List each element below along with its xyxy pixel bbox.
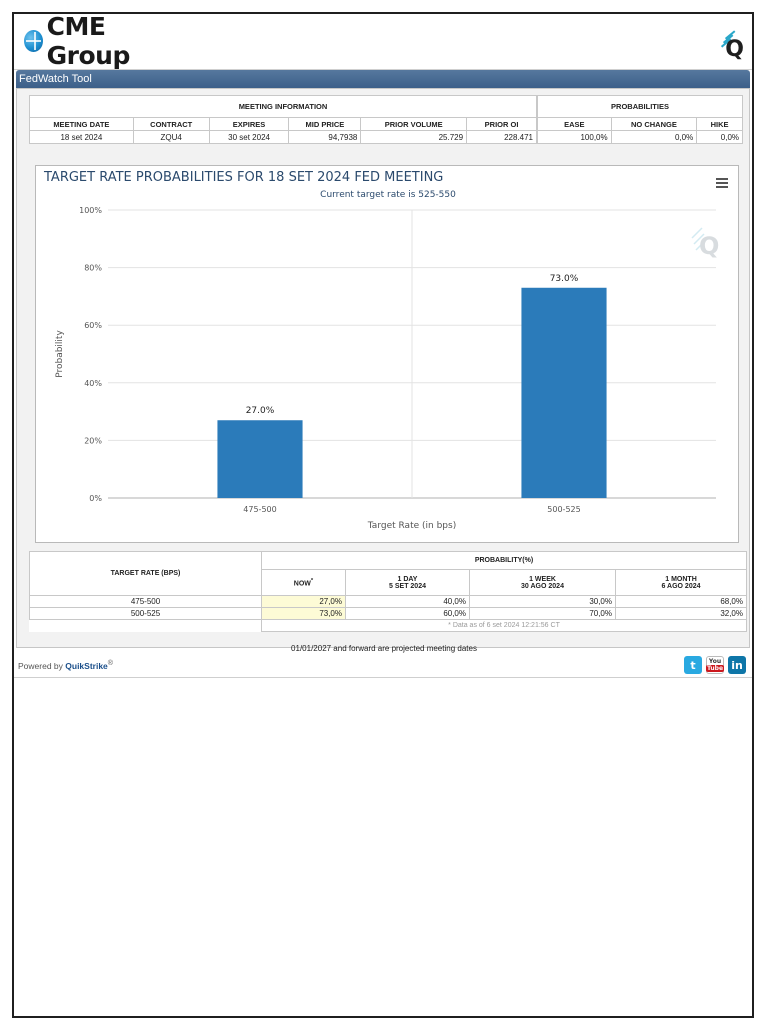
now-cell: 73,0% bbox=[261, 607, 346, 620]
col-1-month-top: 1 MONTH bbox=[665, 575, 697, 583]
page-frame: CME Group Q FedWatch Tool MEETING INFORM… bbox=[12, 12, 754, 1018]
x-tick-label: 500-525 bbox=[547, 505, 580, 514]
ease-value: 100,0% bbox=[537, 130, 612, 144]
prior-oi-value: 228.471 bbox=[466, 130, 537, 144]
col-1-day-top: 1 DAY bbox=[397, 575, 418, 583]
cme-logo[interactable]: CME Group bbox=[18, 12, 174, 70]
y-tick-label: 20% bbox=[84, 436, 102, 445]
target-rate-header: TARGET RATE (BPS) bbox=[29, 551, 262, 596]
col-1-week-top: 1 WEEK bbox=[529, 575, 556, 583]
page-header: CME Group Q bbox=[14, 12, 752, 70]
bar bbox=[521, 287, 607, 498]
no-change-value: 0,0% bbox=[610, 130, 698, 144]
col-1-week-bottom: 30 AGO 2024 bbox=[521, 582, 564, 590]
col-prior-volume: PRIOR VOLUME bbox=[360, 117, 468, 131]
week-cell: 70,0% bbox=[469, 607, 616, 620]
expires-value: 30 set 2024 bbox=[208, 130, 290, 144]
col-ease: EASE bbox=[537, 117, 612, 131]
day-cell: 40,0% bbox=[345, 595, 470, 608]
page-footer: Powered by QuikStrike® t You Tube in bbox=[14, 652, 752, 678]
chart-canvas: 0% 20% 40% 60% 80% 100% 27.0% 475-500 73.0% 500-5… bbox=[55, 206, 716, 531]
mid-price-value: 94,7938 bbox=[288, 130, 362, 144]
linkedin-icon[interactable]: in bbox=[728, 656, 746, 674]
bar bbox=[217, 420, 303, 498]
youtube-icon-top: You bbox=[708, 658, 722, 665]
y-tick-label: 100% bbox=[79, 206, 102, 215]
svg-text:Q: Q bbox=[699, 232, 719, 258]
meeting-date-value: 18 set 2024 bbox=[29, 130, 134, 144]
probabilities-header: PROBABILITIES bbox=[537, 95, 743, 118]
fedwatch-panel: MEETING INFORMATION MEETING DATE CONTRAC… bbox=[16, 88, 750, 653]
probability-header: PROBABILITY(%) bbox=[261, 551, 747, 570]
col-expires: EXPIRES bbox=[208, 117, 290, 131]
window-title: FedWatch Tool bbox=[19, 73, 92, 85]
hamburger-menu-icon[interactable] bbox=[716, 178, 728, 188]
twitter-icon[interactable]: t bbox=[684, 656, 702, 674]
meeting-info-header: MEETING INFORMATION bbox=[29, 95, 537, 118]
registered-mark: ® bbox=[107, 659, 114, 667]
youtube-icon-bottom: Tube bbox=[705, 665, 725, 672]
hike-value: 0,0% bbox=[696, 130, 743, 144]
social-links: t You Tube in bbox=[684, 656, 746, 674]
globe-icon bbox=[24, 30, 43, 52]
col-mid-price: MID PRICE bbox=[288, 117, 362, 131]
probability-chart: 0% 20% 40% 60% 80% 100% 27.0% 475-500 73.0% 500-5… bbox=[35, 165, 739, 543]
now-label: NOW bbox=[293, 580, 311, 588]
y-tick-label: 80% bbox=[84, 264, 102, 273]
col-prior-oi: PRIOR OI bbox=[466, 117, 537, 131]
now-cell: 27,0% bbox=[261, 595, 346, 608]
col-1-day: 1 DAY 5 SET 2024 bbox=[345, 569, 470, 596]
powered-by-label: Powered by bbox=[18, 660, 63, 671]
col-1-month-bottom: 6 AGO 2024 bbox=[661, 582, 701, 590]
chart-title: TARGET RATE PROBABILITIES FOR 18 SET 202… bbox=[44, 170, 444, 185]
meeting-info-table: MEETING INFORMATION MEETING DATE CONTRAC… bbox=[29, 95, 537, 144]
now-footnote-mark: * bbox=[310, 577, 314, 584]
month-cell: 68,0% bbox=[615, 595, 747, 608]
quikstrike-link[interactable]: QuikStrike bbox=[65, 660, 108, 671]
quikstrike-logo-icon: Q bbox=[718, 30, 744, 62]
target-rate-table: TARGET RATE (BPS) PROBABILITY(%) NOW* 1 … bbox=[29, 551, 747, 632]
youtube-icon[interactable]: You Tube bbox=[705, 656, 725, 674]
y-tick-label: 40% bbox=[84, 379, 102, 388]
col-hike: HIKE bbox=[696, 117, 743, 131]
bar-data-label: 73.0% bbox=[550, 274, 579, 284]
x-tick-label: 475-500 bbox=[243, 505, 276, 514]
y-axis-title: Probability bbox=[55, 330, 65, 378]
y-tick-label: 60% bbox=[84, 321, 102, 330]
logo-text: CME Group bbox=[46, 12, 131, 70]
col-meeting-date: MEETING DATE bbox=[29, 117, 134, 131]
rate-cell: 475-500 bbox=[29, 595, 262, 608]
rate-cell: 500-525 bbox=[29, 607, 262, 620]
projected-dates-note: 01/01/2027 and forward are projected mee… bbox=[291, 644, 477, 653]
col-1-month: 1 MONTH 6 AGO 2024 bbox=[615, 569, 747, 596]
powered-by: Powered by QuikStrike® bbox=[18, 659, 113, 671]
table-row: 500-525 73,0% 60,0% 70,0% 32,0% bbox=[29, 607, 747, 620]
col-no-change: NO CHANGE bbox=[610, 117, 698, 131]
col-1-week: 1 WEEK 30 AGO 2024 bbox=[469, 569, 616, 596]
contract-value: ZQU4 bbox=[132, 130, 210, 144]
prior-volume-value: 25.729 bbox=[360, 130, 468, 144]
probabilities-table: PROBABILITIES EASE NO CHANGE HIKE 100,0%… bbox=[537, 95, 743, 144]
x-axis-title: Target Rate (in bps) bbox=[367, 521, 456, 531]
day-cell: 60,0% bbox=[345, 607, 470, 620]
col-now: NOW* bbox=[261, 569, 346, 596]
window-titlebar: FedWatch Tool bbox=[16, 70, 750, 88]
table-row: 475-500 27,0% 40,0% 30,0% 68,0% bbox=[29, 595, 747, 608]
bar-data-label: 27.0% bbox=[246, 406, 275, 416]
week-cell: 30,0% bbox=[469, 595, 616, 608]
quikstrike-q-icon: Q bbox=[691, 227, 719, 258]
col-contract: CONTRACT bbox=[132, 117, 210, 131]
data-timestamp-note: * Data as of 6 set 2024 12:21:56 CT bbox=[261, 619, 747, 632]
month-cell: 32,0% bbox=[615, 607, 747, 620]
chart-subtitle: Current target rate is 525-550 bbox=[320, 190, 456, 200]
y-tick-label: 0% bbox=[89, 494, 102, 503]
col-1-day-bottom: 5 SET 2024 bbox=[389, 582, 426, 590]
